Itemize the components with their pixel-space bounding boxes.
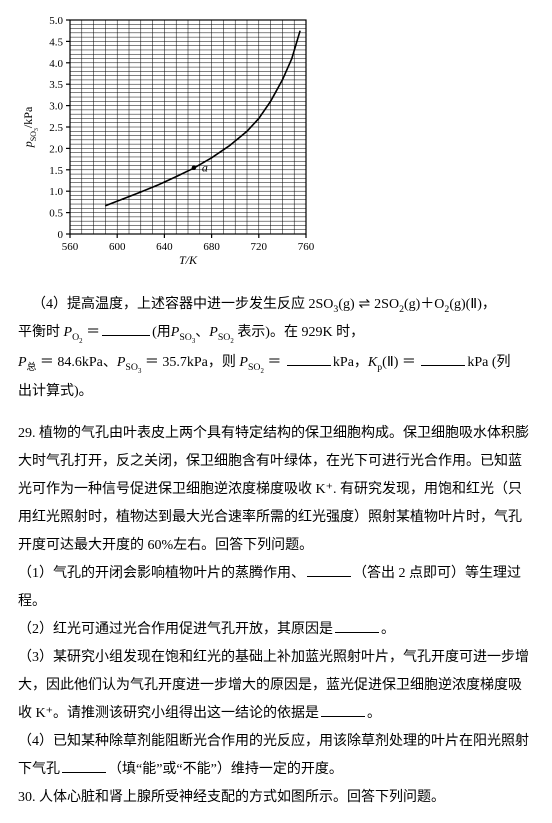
svg-text:1.0: 1.0: [49, 186, 63, 198]
q4-l2-d: 、: [195, 325, 209, 340]
q4-l3-b: ＝ 35.7kPa，则: [141, 355, 239, 370]
q29-s1-b: （答出 2 点即可）等生理过: [353, 566, 521, 581]
q29-p1-l3: 光可作为一种信号促进保卫细胞逆浓度梯度吸收 K⁺. 有研究发现，用饱和红光（只: [18, 476, 534, 504]
svg-text:680: 680: [203, 241, 220, 253]
q29-sub4-l2: 下气孔 （填“能”或“不能”）维持一定的开度。: [18, 756, 534, 784]
blank-q29-3: [321, 703, 365, 717]
q29-s3c-a: 收 K⁺。请推测该研究小组得出这一结论的依据是: [18, 706, 319, 721]
q29-sub2: （2）红光可通过光合作用促进气孔开放，其原因是 。: [18, 616, 534, 644]
q4-l3-d: kPa，: [333, 355, 368, 370]
q4-line1: （4）提高温度，上述容器中进一步发生反应 2SO3(g) ⇌ 2SO2(g)＋O…: [18, 289, 534, 319]
q29-p1-l4: 用红光照射时，植物达到最大光合速率所需的红光强度）照射某植物叶片时，气孔: [18, 504, 534, 532]
q29-sub1: （1）气孔的开闭会影响植物叶片的蒸腾作用、 （答出 2 点即可）等生理过: [18, 560, 534, 588]
q29-s4b-b: （填“能”或“不能”）维持一定的开度。: [108, 762, 343, 777]
q29-s4b-a: 下气孔: [18, 762, 60, 777]
q29-p1-l1: 29. 植物的气孔由叶表皮上两个具有特定结构的保卫细胞构成。保卫细胞吸水体积膨: [18, 420, 534, 448]
svg-text:4.5: 4.5: [49, 36, 63, 48]
svg-text:a: a: [202, 161, 208, 175]
svg-text:640: 640: [156, 241, 173, 253]
svg-text:560: 560: [62, 241, 79, 253]
svg-text:3.0: 3.0: [49, 101, 63, 113]
q4-l2-b: ＝: [83, 325, 101, 340]
q4-l3-f: kPa (列: [467, 355, 510, 370]
q29-p1-l5: 开度可达最大开度的 60%左右。回答下列问题。: [18, 532, 534, 560]
q4-l1-d: (g)＋O: [404, 297, 444, 312]
q29-p1-l2: 大时气孔打开，反之关闭，保卫细胞含有叶绿体，在光下可进行光合作用。已知蓝: [18, 448, 534, 476]
q4-l1-b: (g): [338, 297, 354, 312]
q29-sub3-l1: （3）某研究小组发现在饱和红光的基础上补加蓝光照射叶片，气孔开度可进一步增: [18, 644, 534, 672]
q4-line4: 出计算式)。: [18, 378, 534, 406]
q29-sub3-l2: 大，因此他们认为气孔开度进一步增大的原因是，蓝光促进保卫细胞逆浓度梯度吸: [18, 672, 534, 700]
q4-l3-c: ＝: [264, 355, 285, 370]
q4-l2-a: 平衡时: [18, 325, 60, 340]
pso3-vs-t-chart: 560 600 640 680 720 760 0 0.5 1.0 1.5 2.0 2.5 3.0 3.5…: [18, 10, 318, 270]
svg-text:600: 600: [109, 241, 126, 253]
equilibrium-arrow-icon: ⇌: [355, 295, 375, 311]
chart-container: 560 600 640 680 720 760 0 0.5 1.0 1.5 2.0 2.5 3.0 3.5…: [18, 10, 534, 281]
blank-kp: [421, 352, 465, 366]
svg-text:pSO3/kPa: pSO3/kPa: [21, 106, 40, 148]
blank-q29-1: [307, 563, 351, 577]
q4-l1-c: 2SO: [374, 297, 399, 312]
svg-text:2.5: 2.5: [49, 122, 63, 134]
q29-sub4-l1: （4）已知某种除草剂能阻断光合作用的光反应，用该除草剂处理的叶片在阳光照射: [18, 728, 534, 756]
blank-q29-2: [335, 619, 379, 633]
svg-text:720: 720: [251, 241, 268, 253]
q29-s2-a: （2）红光可通过光合作用促进气孔开放，其原因是: [18, 622, 333, 637]
q29-s3c-b: 。: [367, 706, 381, 721]
q4-l3-e: (Ⅱ) ＝: [382, 355, 419, 370]
svg-text:1.5: 1.5: [49, 165, 63, 177]
svg-text:5.0: 5.0: [49, 15, 63, 27]
q4-l2-c: (用: [152, 325, 171, 340]
q4-l3-a: ＝ 84.6kPa、: [36, 355, 117, 370]
spacer: [18, 406, 534, 420]
q29-s1-a: （1）气孔的开闭会影响植物叶片的蒸腾作用、: [18, 566, 305, 581]
svg-text:2.0: 2.0: [49, 143, 63, 155]
q29-s2-b: 。: [381, 622, 395, 637]
blank-q29-4: [62, 759, 106, 773]
q29-sub1-cont: 程。: [18, 588, 534, 616]
question-29: 29. 植物的气孔由叶表皮上两个具有特定结构的保卫细胞构成。保卫细胞吸水体积膨 …: [18, 420, 534, 784]
q4-line3: P总 ＝ 84.6kPa、PSO3 ＝ 35.7kPa，则 PSO2 ＝ kPa…: [18, 349, 534, 378]
question-30: 30. 人体心脏和肾上腺所受神经支配的方式如图所示。回答下列问题。: [18, 784, 534, 812]
q29-sub3-l3: 收 K⁺。请推测该研究小组得出这一结论的依据是 。: [18, 700, 534, 728]
q4-l1-a: （4）提高温度，上述容器中进一步发生反应 2SO: [32, 297, 333, 312]
svg-text:T/K: T/K: [179, 253, 198, 267]
blank-pso2: [287, 352, 331, 366]
question-4: （4）提高温度，上述容器中进一步发生反应 2SO3(g) ⇌ 2SO2(g)＋O…: [18, 289, 534, 406]
svg-text:0: 0: [58, 229, 64, 241]
svg-text:0.5: 0.5: [49, 208, 63, 220]
blank-po2: [102, 322, 150, 336]
q4-l2-e: 表示)。在 929K 时，: [234, 325, 364, 340]
svg-text:760: 760: [298, 241, 315, 253]
svg-text:3.5: 3.5: [49, 79, 63, 91]
svg-text:4.0: 4.0: [49, 58, 63, 70]
q4-line2: 平衡时 PO2 ＝(用PSO3、PSO2 表示)。在 929K 时，: [18, 319, 534, 348]
q4-l1-e: (g)(Ⅱ)，: [449, 297, 496, 312]
